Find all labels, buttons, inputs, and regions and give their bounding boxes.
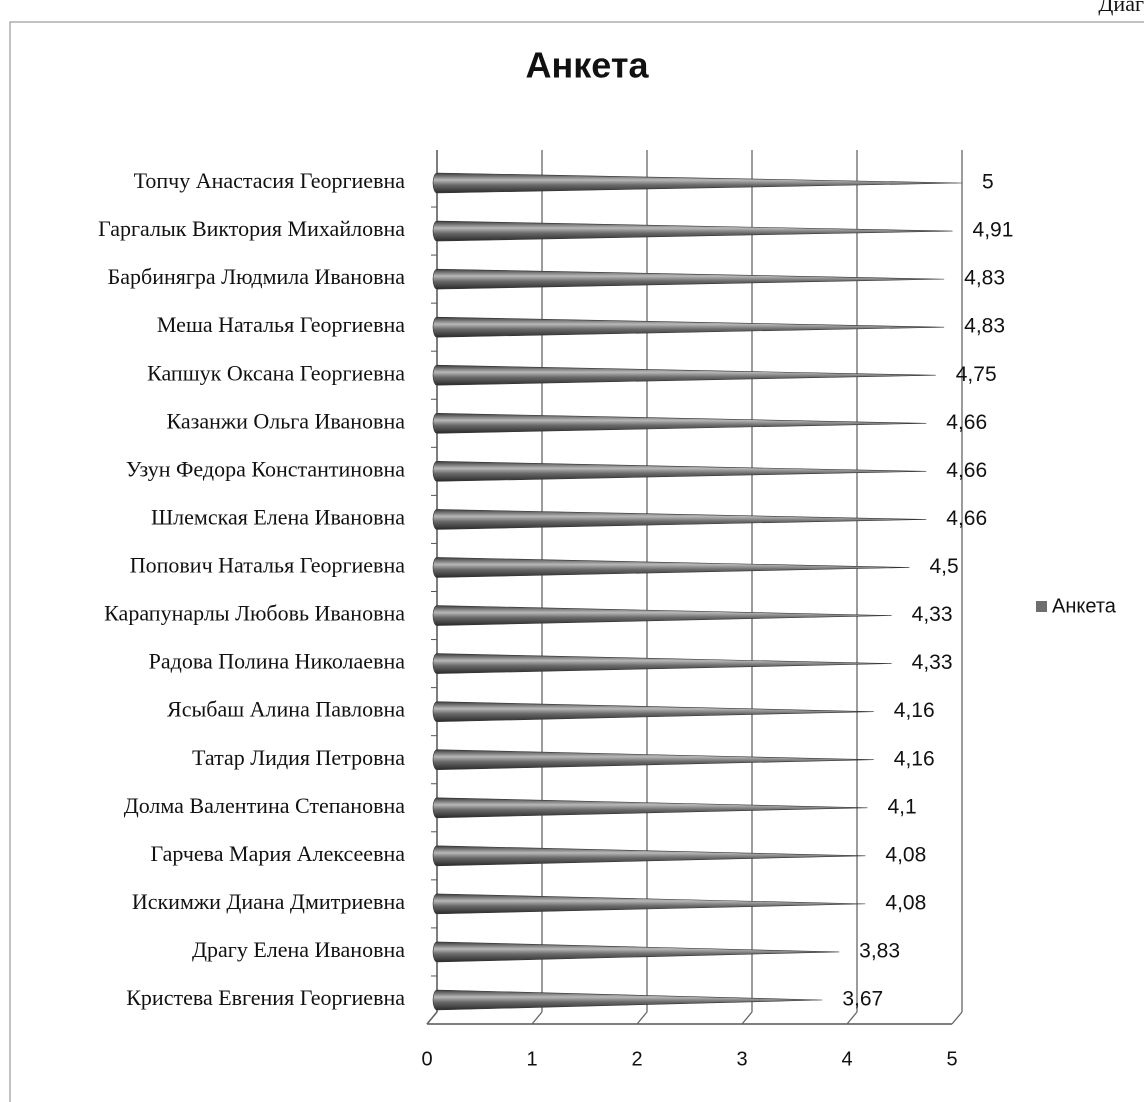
data-label: 4,16 [894,699,935,722]
y-tick-label: Гарчева Мария Алексеевна [150,841,405,866]
cone [432,701,874,722]
cone [432,316,945,338]
y-tick-label: Меша Наталья Георгиевна [157,312,405,337]
data-label: 4,33 [912,603,953,626]
cone [432,268,945,290]
data-label: 4,75 [956,363,997,386]
cone [432,797,868,819]
data-label: 4,91 [973,219,1014,242]
grid-line-depth [741,1011,753,1025]
y-tick-label: Узун Федора Константиновна [126,456,405,481]
cone [432,893,866,915]
cone [432,364,936,386]
data-label: 4,66 [946,459,987,482]
y-tick-label: Капшук Оксана Георгиевна [147,360,405,385]
data-label: 4,66 [946,507,987,530]
data-label: 4,66 [946,411,987,434]
data-label: 3,83 [859,939,900,962]
x-tick-label: 3 [736,1048,747,1070]
y-tick-label: Татар Лидия Петровна [192,745,405,770]
grid-line-depth [636,1011,648,1025]
data-label: 3,67 [842,988,883,1011]
x-tick-label: 1 [526,1048,537,1070]
legend-swatch [1036,601,1047,612]
cone [432,941,840,963]
grid-line-depth [951,1011,963,1025]
x-tick-label: 5 [946,1048,957,1070]
x-tick-label: 0 [421,1048,432,1070]
y-tick-label: Искимжи Диана Дмитриевна [132,889,405,914]
y-tick-label: Шлемская Елена Ивановна [151,504,405,529]
y-tick-label: Карапунарлы Любовь Ивановна [104,601,405,626]
x-tick-label: 2 [631,1048,642,1070]
cone [432,172,963,194]
y-tick-label: Топчу Анастасия Георгиевна [134,168,406,193]
x-tick-label: 4 [841,1048,852,1070]
data-label: 4,83 [964,315,1005,338]
y-tick-label: Ясыбаш Алина Павловна [167,697,405,722]
data-label: 4,08 [885,843,926,866]
y-tick-label: Кристева Евгения Георгиевна [126,985,405,1010]
data-label: 4,83 [964,267,1005,290]
data-label: 4,16 [894,747,935,770]
y-tick-label: Казанжи Ольга Ивановна [167,408,406,433]
corner-text: Диаг [1098,0,1144,16]
y-tick-label: Попович Наталья Георгиевна [130,553,405,578]
grid-line-depth [426,1011,438,1025]
chart-frame [9,21,1144,1102]
cone [432,845,866,867]
data-label: 4,08 [885,891,926,914]
data-label: 5 [982,171,994,194]
y-tick-label: Гаргалык Виктория Михайловна [98,216,405,241]
grid-line-depth [846,1011,858,1025]
chart-title: Анкета [526,45,650,86]
y-tick-label: Драгу Елена Ивановна [192,937,405,962]
cone [432,509,927,530]
y-tick-label: Барбинягра Людмила Ивановна [108,264,406,289]
grid-line-depth [531,1011,543,1025]
y-tick-label: Долма Валентина Степановна [124,793,406,818]
cone [432,412,927,434]
cone [432,557,910,578]
cone [432,653,892,674]
cone [432,749,874,771]
legend-label: Анкета [1052,595,1117,617]
y-tick-label: Радова Полина Николаевна [149,649,406,674]
data-label: 4,5 [930,555,959,578]
cone [432,989,823,1011]
cone [432,220,953,242]
cone [432,461,927,482]
data-label: 4,1 [888,795,917,818]
cone [432,605,892,626]
data-label: 4,33 [912,651,953,674]
